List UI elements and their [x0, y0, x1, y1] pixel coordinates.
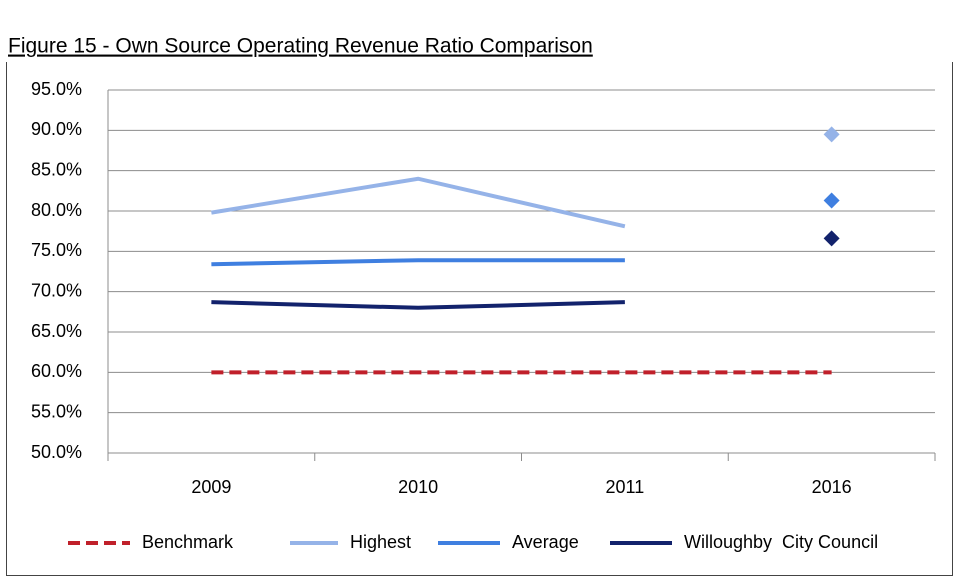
x-tick-label: 2016 [812, 477, 852, 497]
y-tick-label: 50.0% [31, 442, 82, 462]
y-tick-label: 90.0% [31, 119, 82, 139]
marker [823, 126, 840, 143]
chart-title: Figure 15 - Own Source Operating Revenue… [8, 35, 593, 58]
y-tick-label: 70.0% [31, 280, 82, 300]
y-tick-label: 55.0% [31, 401, 82, 421]
legend-label: Average [512, 532, 579, 552]
y-tick-label: 80.0% [31, 200, 82, 220]
legend-label: Willoughby City Council [684, 532, 878, 552]
series-line [211, 300, 625, 310]
marker [823, 192, 840, 209]
x-tick-label: 2011 [606, 477, 645, 497]
x-tick-label: 2010 [398, 477, 438, 497]
y-tick-label: 85.0% [31, 159, 82, 179]
x-tick-label: 2009 [191, 477, 231, 497]
series-line [211, 176, 626, 229]
y-tick-label: 75.0% [31, 240, 82, 260]
legend-label: Benchmark [142, 532, 234, 552]
frame [6, 62, 953, 576]
y-tick-label: 60.0% [31, 361, 82, 381]
y-tick-label: 95.0% [31, 79, 82, 99]
series-line [211, 258, 625, 267]
legend-label: Highest [350, 532, 411, 552]
marker [823, 230, 840, 247]
y-tick-label: 65.0% [31, 321, 82, 341]
